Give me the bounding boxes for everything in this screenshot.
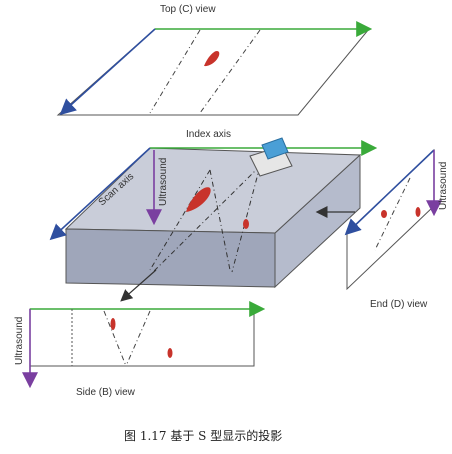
test-block: Index axis Scan axis Ultrasound xyxy=(49,129,378,302)
side-view-panel: Ultrasound Side (B) view xyxy=(14,301,266,398)
scan-axis-arrow xyxy=(49,147,151,241)
ultrasound-label-block: Ultrasound xyxy=(158,158,169,206)
end-view-panel: Ultrasound End (D) view xyxy=(344,148,449,310)
top-view-panel: Top (C) view xyxy=(56,4,373,116)
side-view-defect-1 xyxy=(110,318,116,330)
side-view-defect-2 xyxy=(167,348,173,358)
beam-line-4 xyxy=(209,169,231,271)
projection-arrow-side xyxy=(120,269,157,302)
side-view-label: Side (B) view xyxy=(76,387,136,398)
ultrasound-label-end: Ultrasound xyxy=(438,162,449,210)
side-view-dash-line-1 xyxy=(103,310,127,367)
top-view-dash-line-1 xyxy=(199,29,261,114)
beam-line-3 xyxy=(149,169,211,271)
block-front-face xyxy=(65,228,276,288)
top-view-label: Top (C) view xyxy=(160,4,216,15)
top-view-dash-line-2 xyxy=(149,29,201,114)
side-view-dash-line-2 xyxy=(125,310,151,367)
top-view-defect xyxy=(204,50,220,67)
end-view-defect-2 xyxy=(415,207,421,217)
figure-caption: 图 1.17 基于 S 型显示的投影 xyxy=(124,428,282,443)
block-defect-2 xyxy=(243,219,249,229)
index-axis-label: Index axis xyxy=(186,129,231,140)
top-view-blue-arrow xyxy=(59,28,156,116)
block-defect-1 xyxy=(186,187,211,212)
top-view-plane xyxy=(56,28,371,116)
side-view-plane xyxy=(29,308,255,367)
probe-transducer xyxy=(261,137,289,160)
ultrasound-label-side: Ultrasound xyxy=(14,317,25,365)
beam-line-1 xyxy=(152,165,261,273)
end-view-dash-line xyxy=(374,177,411,251)
end-view-label: End (D) view xyxy=(370,299,428,310)
end-view-defect-1 xyxy=(381,210,387,218)
end-view-blue-arrow xyxy=(344,149,435,236)
